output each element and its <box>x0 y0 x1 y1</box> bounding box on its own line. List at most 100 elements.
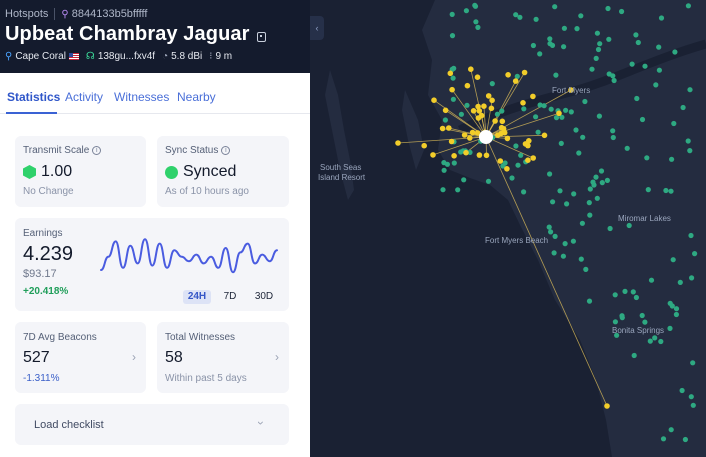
hotspot-dot[interactable] <box>647 338 653 344</box>
hotspot-dot[interactable] <box>521 106 527 112</box>
hotspot-dot[interactable] <box>450 96 456 102</box>
hotspot-dot[interactable] <box>494 111 500 117</box>
hotspot-dot[interactable] <box>582 98 588 105</box>
meta-location[interactable]: ⚲ Cape Coral <box>5 51 79 62</box>
hotspot-dot[interactable] <box>596 113 602 119</box>
hotspot-dot[interactable] <box>595 46 602 53</box>
witness-dot[interactable] <box>447 70 454 77</box>
tab-nearby[interactable]: Nearby <box>177 90 216 104</box>
range-30d-button[interactable]: 30D <box>254 291 274 302</box>
witness-dot[interactable] <box>476 152 483 158</box>
witness-dot[interactable] <box>498 124 505 131</box>
hotspot-dot[interactable] <box>515 162 521 168</box>
hotspot-dot[interactable] <box>513 143 519 149</box>
hotspot-dot[interactable] <box>692 251 698 257</box>
hotspot-dot[interactable] <box>580 134 586 140</box>
hotspot-dot[interactable] <box>682 436 688 443</box>
hotspot-dot[interactable] <box>673 311 679 318</box>
hotspot-dot[interactable] <box>668 427 674 433</box>
hotspot-dot[interactable] <box>455 187 461 193</box>
hotspot-dot[interactable] <box>576 150 582 156</box>
witness-dot[interactable] <box>498 130 504 137</box>
witness-dot[interactable] <box>474 74 481 80</box>
hotspot-dot[interactable] <box>472 3 479 9</box>
witness-dot[interactable] <box>526 138 532 144</box>
witness-dot[interactable] <box>449 86 455 93</box>
witness-dot[interactable] <box>604 403 610 409</box>
hotspot-dot[interactable] <box>690 402 696 408</box>
hotspot-dot[interactable] <box>571 191 577 197</box>
selected-hotspot-marker[interactable] <box>479 130 493 144</box>
hotspot-dot[interactable] <box>440 187 446 193</box>
hotspot-dot[interactable] <box>513 12 519 18</box>
hotspot-dot[interactable] <box>552 4 558 10</box>
hotspot-dot[interactable] <box>672 49 678 55</box>
witness-dot[interactable] <box>442 107 449 114</box>
hotspot-dot[interactable] <box>626 222 632 229</box>
hotspot-dot[interactable] <box>521 189 527 195</box>
witness-dot[interactable] <box>395 140 401 146</box>
hotspot-dot[interactable] <box>489 81 495 87</box>
hotspot-dot[interactable] <box>458 111 464 117</box>
hotspot-dot[interactable] <box>679 387 685 394</box>
hotspot-dot[interactable] <box>535 129 541 135</box>
hotspot-dot[interactable] <box>645 187 651 193</box>
hotspot-dot[interactable] <box>612 319 618 325</box>
hotspot-dot[interactable] <box>589 66 595 72</box>
witness-dot[interactable] <box>530 93 536 100</box>
hotspot-dot[interactable] <box>574 26 580 32</box>
range-24h-button[interactable]: 24H <box>183 290 211 304</box>
hotspot-dot[interactable] <box>586 200 592 206</box>
witness-dot[interactable] <box>525 157 531 163</box>
map-canvas[interactable]: Fort Myers South Seas Island Resort Fort… <box>310 0 706 457</box>
hotspot-dot[interactable] <box>633 32 639 38</box>
collapse-panel-button[interactable]: ‹ <box>310 16 324 40</box>
hotspot-dot[interactable] <box>667 325 673 331</box>
hotspot-dot[interactable] <box>573 127 579 133</box>
hotspot-dot[interactable] <box>619 313 625 319</box>
hotspot-dot[interactable] <box>552 233 558 239</box>
hotspot-dot[interactable] <box>547 36 553 42</box>
hotspot-dot[interactable] <box>639 312 645 319</box>
hotspot-dot[interactable] <box>673 306 680 312</box>
hotspot-dot[interactable] <box>622 288 628 294</box>
witness-dot[interactable] <box>481 103 487 109</box>
hotspot-dot[interactable] <box>561 44 567 50</box>
hotspot-dot[interactable] <box>671 120 677 127</box>
hotspot-dot[interactable] <box>562 241 568 247</box>
witness-dot[interactable] <box>439 125 446 132</box>
witness-dot[interactable] <box>470 108 477 114</box>
hotspot-dot[interactable] <box>633 294 639 301</box>
hotspot-dot[interactable] <box>631 352 637 359</box>
hotspot-dot[interactable] <box>485 178 492 184</box>
witness-dot[interactable] <box>469 129 476 136</box>
hotspot-dot[interactable] <box>642 319 648 325</box>
witness-dot[interactable] <box>483 152 490 159</box>
witness-dot[interactable] <box>556 110 562 117</box>
tab-statistics[interactable]: Statistics <box>7 90 61 104</box>
hotspot-dot[interactable] <box>670 257 676 263</box>
witness-dot[interactable] <box>430 152 436 158</box>
hotspot-dot[interactable] <box>597 41 603 47</box>
hotspot-dot[interactable] <box>533 16 539 22</box>
hotspot-dot[interactable] <box>467 149 473 155</box>
witness-dot[interactable] <box>521 69 528 76</box>
witness-dot[interactable] <box>476 108 483 114</box>
witness-dot[interactable] <box>485 93 492 99</box>
hotspot-dot[interactable] <box>687 148 693 154</box>
hotspot-dot[interactable] <box>551 250 557 256</box>
witness-dot[interactable] <box>505 72 511 78</box>
hotspot-dot[interactable] <box>558 140 564 146</box>
hotspot-dot[interactable] <box>634 95 640 102</box>
hotspot-dot[interactable] <box>594 195 600 201</box>
copy-icon[interactable] <box>256 31 266 42</box>
witness-dot[interactable] <box>499 118 506 125</box>
hotspot-dot[interactable] <box>606 71 612 77</box>
hotspot-dot[interactable] <box>557 188 563 194</box>
hotspot-dot[interactable] <box>568 109 574 115</box>
hotspot-dot[interactable] <box>548 106 554 112</box>
hotspot-dot[interactable] <box>614 332 620 338</box>
hotspot-dot[interactable] <box>458 149 464 155</box>
hotspot-dot[interactable] <box>639 116 646 123</box>
witness-dot[interactable] <box>488 105 495 112</box>
